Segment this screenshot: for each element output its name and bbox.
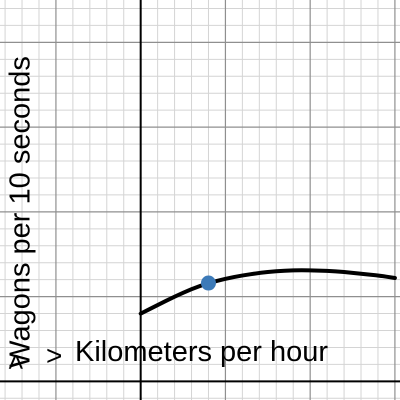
x-axis-label: Kilometers per hour xyxy=(75,336,329,368)
y-axis-label: Wagons per 10 seconds xyxy=(4,56,37,368)
x-axis-arrow: > xyxy=(46,340,63,371)
data-curve xyxy=(138,268,397,316)
data-point xyxy=(200,275,216,291)
